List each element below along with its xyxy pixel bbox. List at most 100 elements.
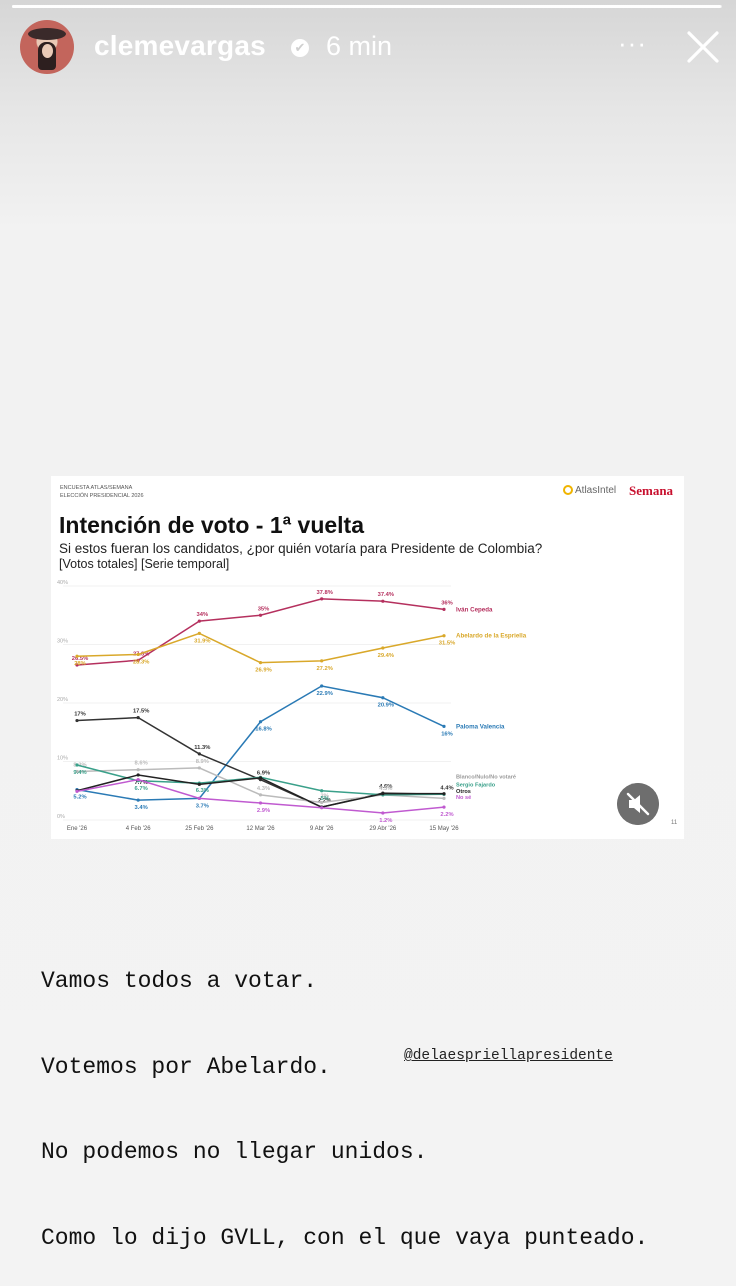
data-point bbox=[75, 718, 79, 723]
mention-link[interactable]: @delaespriellapresidente bbox=[404, 1048, 613, 1064]
username[interactable]: clemevargas bbox=[94, 30, 266, 61]
y-tick-label: 30% bbox=[57, 639, 68, 645]
mute-icon[interactable] bbox=[617, 783, 659, 825]
legend-label: Blanco/Nulo/No votaré bbox=[456, 775, 516, 781]
data-point bbox=[258, 720, 263, 724]
data-label: 34% bbox=[197, 612, 209, 618]
caption-line: Como lo dijo GVLL, con el que vaya punte… bbox=[41, 1224, 649, 1251]
legend-label: Paloma Valencia bbox=[456, 723, 505, 730]
data-point bbox=[258, 613, 263, 617]
x-tick-label: 15 May '26 bbox=[429, 826, 459, 832]
data-label: 6.3% bbox=[196, 788, 209, 794]
data-point bbox=[442, 805, 446, 809]
data-label: 5% bbox=[320, 796, 328, 802]
legend-label: Iván Cepeda bbox=[456, 606, 493, 613]
data-point bbox=[75, 654, 79, 658]
data-label: 11.3% bbox=[194, 745, 210, 751]
verified-badge-icon: ✔ bbox=[291, 39, 309, 57]
legend-label: Sergio Fajardo bbox=[456, 782, 496, 788]
data-label: 27.3% bbox=[133, 651, 149, 657]
data-label: 5.2% bbox=[73, 795, 86, 801]
data-label: 3.4% bbox=[135, 805, 148, 811]
data-label: 3% bbox=[320, 793, 328, 799]
chart-subtitle: Si estos fueran los candidatos, ¿por qui… bbox=[59, 541, 543, 556]
story-progress-fill bbox=[12, 5, 722, 8]
data-label: 2.2% bbox=[318, 798, 331, 804]
data-point bbox=[136, 798, 140, 802]
data-point bbox=[381, 811, 385, 815]
x-tick-label: Ene '26 bbox=[67, 826, 88, 832]
legend-label: Otros bbox=[456, 789, 471, 795]
data-label: 27.2% bbox=[316, 666, 332, 672]
data-label: 35% bbox=[258, 606, 270, 612]
x-tick-label: 4 Feb '26 bbox=[126, 826, 151, 832]
data-label: 17% bbox=[74, 712, 86, 718]
story-progress-bar bbox=[12, 5, 722, 8]
data-point bbox=[381, 792, 385, 796]
data-point bbox=[320, 597, 324, 601]
data-label: 36% bbox=[441, 600, 453, 606]
data-label: 4.3% bbox=[257, 786, 270, 792]
data-point bbox=[136, 768, 140, 772]
x-tick-label: 12 Mar '26 bbox=[246, 826, 275, 832]
atlasintel-logo-icon bbox=[563, 485, 573, 496]
data-point bbox=[136, 658, 140, 662]
legend-label: Abelardo de la Espriella bbox=[456, 633, 527, 640]
atlasintel-label: AtlasIntel bbox=[575, 485, 617, 496]
data-label: 16.8% bbox=[255, 727, 271, 733]
more-options-icon[interactable]: ··· bbox=[618, 28, 647, 58]
avatar-hat bbox=[28, 28, 66, 40]
data-label: 8.9% bbox=[196, 759, 209, 765]
survey-header-line: ENCUESTA ATLAS/SEMANA bbox=[60, 485, 133, 491]
data-label: 1.2% bbox=[379, 818, 392, 824]
data-point bbox=[381, 599, 385, 603]
data-point bbox=[197, 796, 201, 800]
data-point bbox=[320, 800, 324, 805]
data-point bbox=[197, 619, 201, 623]
data-label: 2.2% bbox=[440, 812, 453, 818]
chart-subtitle-note: [Votos totales] [Serie temporal] bbox=[59, 557, 230, 571]
data-label: 26.9% bbox=[255, 668, 271, 674]
data-label: 31.9% bbox=[194, 638, 210, 644]
data-label: 22.9% bbox=[316, 691, 332, 697]
data-point bbox=[258, 793, 263, 797]
avatar[interactable] bbox=[20, 20, 74, 74]
chart-title: Intención de voto - 1ª vuelta bbox=[59, 512, 364, 538]
line-chart: 0% 10% 20% 30% 40% Ene '26 4 Feb '26 25 Feb '26… bbox=[57, 580, 678, 832]
y-tick-label: 40% bbox=[57, 580, 68, 586]
data-point bbox=[197, 752, 201, 756]
data-label: 37.4% bbox=[378, 592, 394, 598]
data-label: 17.5% bbox=[133, 709, 149, 715]
data-point bbox=[197, 782, 201, 786]
close-icon[interactable] bbox=[686, 30, 720, 64]
caption-line: No podemos no llegar unidos. bbox=[41, 1139, 428, 1165]
data-point bbox=[442, 792, 446, 796]
data-point bbox=[258, 801, 263, 805]
data-label: 3.7% bbox=[196, 803, 209, 809]
data-point bbox=[75, 769, 79, 774]
poll-chart-card: ENCUESTA ATLAS/SEMANA ELECCIÓN PRESIDENC… bbox=[51, 476, 684, 839]
data-point bbox=[442, 724, 446, 728]
data-label: 6.7% bbox=[135, 786, 148, 792]
data-point bbox=[197, 631, 201, 635]
data-point bbox=[320, 806, 324, 810]
data-label: 28% bbox=[74, 661, 86, 667]
data-point bbox=[258, 661, 263, 665]
semana-logo: Semana bbox=[629, 483, 674, 498]
caption-line: Vamos todos a votar. bbox=[41, 968, 318, 994]
y-tick-label: 20% bbox=[57, 697, 68, 703]
survey-header: ENCUESTA ATLAS/SEMANA ELECCIÓN PRESIDENC… bbox=[60, 484, 144, 500]
data-label: 4.4% bbox=[440, 785, 453, 791]
data-label: 4.3% bbox=[379, 786, 392, 792]
story-time: 6 min bbox=[326, 31, 393, 61]
data-point bbox=[75, 763, 79, 767]
data-label: 7.7% bbox=[135, 780, 148, 786]
data-point bbox=[442, 796, 446, 800]
data-point bbox=[136, 716, 140, 720]
x-tick-label: 25 Feb '26 bbox=[185, 826, 214, 832]
data-point bbox=[75, 789, 79, 793]
data-label: 37.8% bbox=[316, 590, 332, 596]
data-label: 31.5% bbox=[439, 641, 455, 647]
x-tick-label: 29 Abr '26 bbox=[369, 826, 396, 832]
atlasintel-logo: AtlasIntel bbox=[563, 485, 616, 496]
